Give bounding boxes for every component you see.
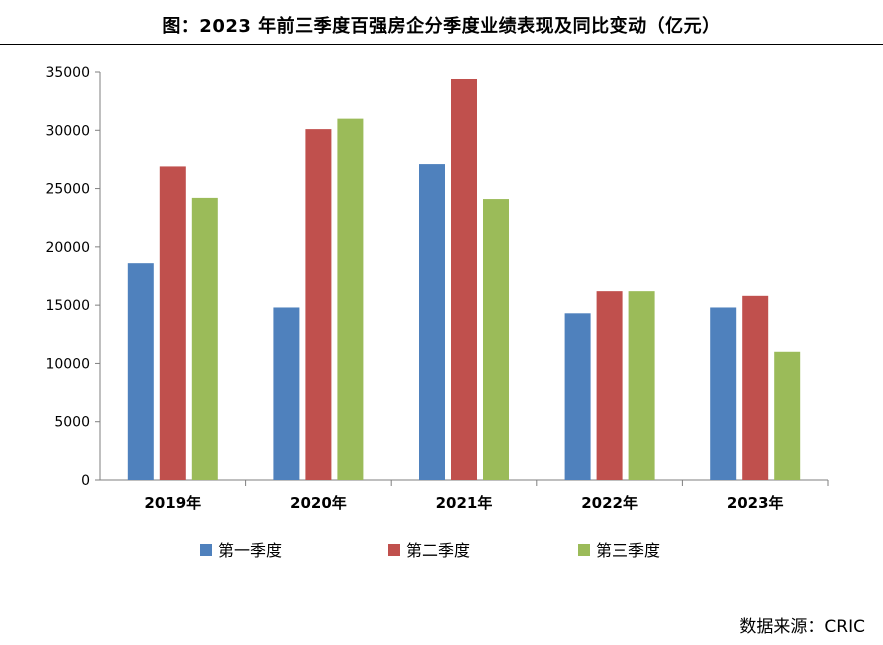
legend-swatch bbox=[578, 544, 590, 556]
y-tick-label: 25000 bbox=[45, 182, 90, 198]
x-tick-label: 2020年 bbox=[290, 494, 347, 512]
x-tick-label: 2019年 bbox=[144, 494, 201, 512]
y-tick-label: 35000 bbox=[45, 65, 90, 81]
bar bbox=[628, 291, 655, 480]
chart-title: 图：2023 年前三季度百强房企分季度业绩表现及同比变动（亿元） bbox=[162, 16, 721, 37]
x-tick-label: 2023年 bbox=[727, 494, 784, 512]
y-tick-label: 0 bbox=[81, 473, 90, 489]
chart-legend: 第一季度 第二季度 第三季度 bbox=[200, 541, 660, 560]
bar bbox=[774, 351, 801, 480]
y-tick-label: 30000 bbox=[45, 123, 90, 139]
chart-axes: 0 5000 10000 15000 20000 25000 30000 35000 2019年… bbox=[45, 65, 829, 512]
legend-label: 第一季度 bbox=[218, 541, 282, 560]
title-divider bbox=[0, 44, 883, 45]
chart-bars bbox=[127, 78, 801, 480]
bar bbox=[337, 118, 364, 480]
bar bbox=[273, 307, 300, 480]
bar bbox=[710, 307, 737, 480]
bar-chart: 0 5000 10000 15000 20000 25000 30000 35000 2019年… bbox=[45, 65, 829, 560]
bar bbox=[305, 129, 332, 480]
bar bbox=[483, 199, 509, 480]
bar bbox=[564, 313, 591, 480]
bar bbox=[127, 263, 154, 480]
x-tick-label: 2021年 bbox=[436, 494, 493, 512]
bar bbox=[742, 295, 769, 480]
bar bbox=[451, 78, 477, 480]
bar bbox=[419, 164, 445, 480]
source-note: 数据来源：CRIC bbox=[739, 617, 865, 637]
y-tick-label: 15000 bbox=[45, 298, 90, 314]
y-tick-label: 5000 bbox=[54, 415, 90, 431]
bar bbox=[159, 166, 186, 480]
y-tick-label: 20000 bbox=[45, 240, 90, 256]
bar bbox=[191, 197, 218, 480]
legend-swatch bbox=[388, 544, 400, 556]
legend-label: 第二季度 bbox=[406, 541, 470, 560]
y-tick-label: 10000 bbox=[45, 356, 90, 372]
legend-label: 第三季度 bbox=[596, 541, 660, 560]
bar bbox=[596, 291, 623, 480]
legend-swatch bbox=[200, 544, 212, 556]
x-tick-label: 2022年 bbox=[581, 494, 638, 512]
